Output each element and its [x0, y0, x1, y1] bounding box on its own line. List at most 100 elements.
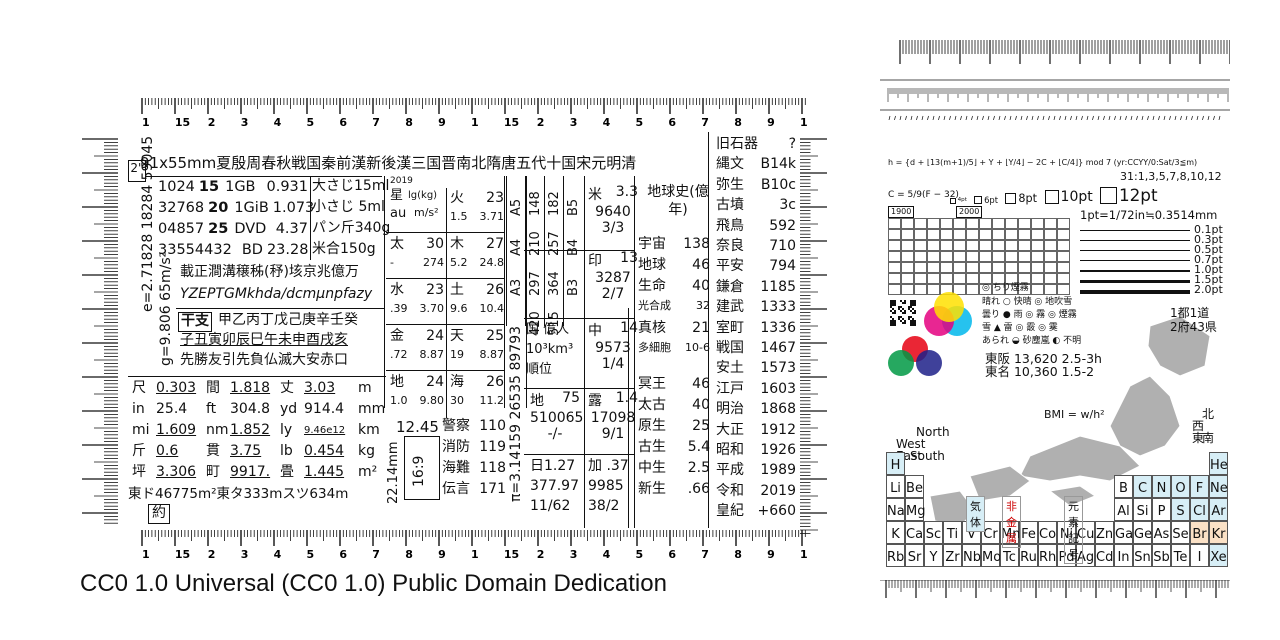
planet-divider: [386, 278, 504, 279]
qr-module: [890, 302, 892, 304]
periodic-table: H He Li Be B C N O F Ne Na Mg Al Si P S Cl Ar K Ca Sc Ti V Cr Mn…: [886, 452, 1230, 582]
calendar-cell: [927, 240, 940, 251]
element-symbol: Br: [1192, 527, 1207, 542]
earth-row: 太古 40: [638, 397, 710, 415]
ruler-tick: [924, 115, 929, 133]
point-box: [1005, 192, 1017, 204]
planet-au: 1.0: [390, 394, 408, 407]
element-symbol: Ag: [1077, 550, 1095, 565]
calendar-cell: [1057, 218, 1070, 229]
planet-mass: 30: [426, 236, 444, 252]
ruler-label: 8: [734, 548, 742, 558]
ruler-tick: [1166, 115, 1171, 133]
calendar-cell: [914, 240, 927, 251]
element-symbol: P: [1157, 504, 1166, 519]
storage-power: 15: [198, 179, 220, 195]
unit-cell: yd: [280, 401, 298, 417]
calendar-year: 1900: [888, 206, 915, 218]
emergency-row: 伝言 171: [442, 481, 506, 499]
yaku-label: 約: [148, 504, 170, 524]
element-symbol: H: [890, 458, 901, 473]
calendar-cell: [953, 251, 966, 262]
storage-bytes: 1024: [158, 179, 195, 195]
earth-row: 古生 5.4: [638, 439, 710, 457]
era-year: B14k: [760, 156, 796, 173]
ruler-label: 4: [274, 548, 282, 558]
era-name: 平成: [716, 462, 744, 479]
qr-module: [914, 300, 916, 302]
unit-cell: 0.303: [156, 380, 197, 396]
planet-divider: [386, 370, 504, 371]
qr-module: [890, 324, 892, 326]
era-name: 古墳: [716, 197, 744, 214]
south: South: [910, 449, 945, 463]
ruler-tick: [1094, 115, 1100, 133]
calendar-cell: [940, 251, 953, 262]
element-symbol: In: [1117, 550, 1130, 565]
earth-value: 21: [692, 320, 710, 336]
calendar-cell: [901, 273, 914, 284]
earth-value: 46: [692, 376, 710, 392]
ruler-top-svg: 1 15 2 3 4 5 6 7 8 9 1 15 2 3 4 5 6 7 8 9 1: [141, 98, 808, 129]
era-year: 1989: [760, 462, 796, 479]
qr-module: [904, 322, 906, 324]
spoon-row: 大さじ15ml: [312, 178, 390, 194]
calendar-cell: [992, 273, 1005, 284]
ruler-right: [800, 135, 832, 538]
era-year: 710: [769, 238, 796, 254]
element-Zr: Zr: [943, 544, 962, 567]
unit-cell: 町: [206, 464, 220, 480]
ruler-tick: [1127, 115, 1133, 133]
era-name: 安土: [716, 360, 744, 377]
storage-bytes: 04857: [158, 221, 205, 237]
unit-cell: 1.852: [230, 422, 271, 438]
earth-row: 新生 .66: [638, 481, 710, 499]
weather-row: 晴れ ○ 快晴 ◎ 地吹雪: [982, 297, 1073, 307]
qr-module: [912, 322, 914, 324]
element-Sb: Sb: [1152, 544, 1171, 567]
storage-power: 20: [208, 200, 229, 216]
planet-mass: 23: [426, 282, 444, 298]
era-row: 安土 1573: [716, 360, 796, 378]
planet-mass: 26: [486, 282, 504, 298]
planet-name: 天: [450, 328, 464, 344]
element-Ne: Ne: [1209, 475, 1228, 498]
ruler-label: 1: [471, 548, 479, 558]
g-label: g=: [158, 345, 174, 366]
ruler-tick: [973, 115, 979, 133]
calendar-cell: [1031, 218, 1044, 229]
qr-module: [900, 300, 902, 302]
qr-module: [914, 304, 916, 306]
element-Cu: Cu: [1076, 521, 1095, 544]
storage-value: 4.37: [275, 221, 308, 237]
ruler-label: 6: [339, 116, 347, 129]
element-Br: Br: [1190, 521, 1209, 544]
era-year: 1185: [760, 278, 796, 295]
point-label: 8pt: [1018, 191, 1037, 205]
country-name: 露: [588, 393, 602, 409]
earth-era: 宇宙: [638, 236, 666, 252]
earth-value: 32: [696, 299, 710, 312]
country-value: 14: [620, 320, 638, 336]
calendar-cell: [914, 284, 927, 295]
ruler-tick: [951, 115, 957, 133]
earth-row: 生命 40: [638, 278, 710, 296]
planet-header-mass: lg(kg): [408, 190, 438, 201]
element-symbol: C: [1137, 481, 1148, 496]
planet-au: 1.5: [450, 210, 468, 223]
paper-size: A4: [509, 238, 524, 256]
point-size-sample: 8pt: [1005, 193, 1037, 204]
era-year: 1467: [760, 340, 796, 356]
earth-era: 原生: [638, 418, 666, 434]
country-rank: 1/4: [601, 356, 625, 372]
calendar-cell: [1018, 262, 1031, 273]
formula-note: 31:1,3,5,7,8,10,12: [1120, 170, 1222, 183]
era-year: 1926: [760, 442, 796, 458]
calendar-cell: [966, 284, 979, 295]
era-year: ?: [788, 136, 796, 152]
qr-module: [912, 318, 914, 320]
ruler-tick: [1182, 115, 1188, 133]
unit-cell: in: [132, 401, 145, 417]
qr-module: [900, 316, 902, 318]
pi-constant: π=3.14159 26535 89793: [508, 325, 524, 502]
